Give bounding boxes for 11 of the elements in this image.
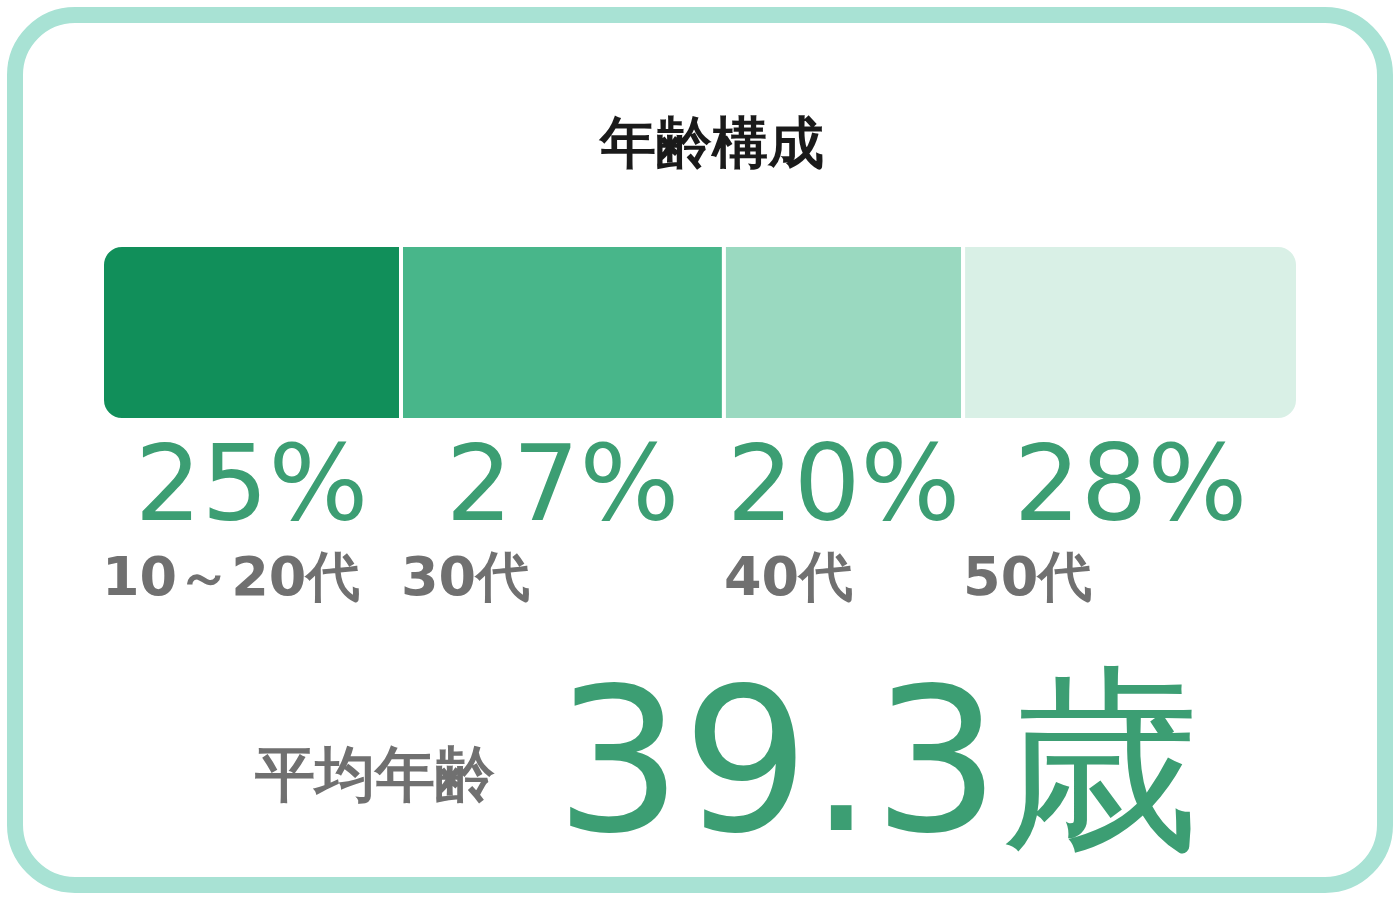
text: 30代 bbox=[401, 545, 531, 608]
data-label: 20% bbox=[726, 423, 961, 545]
text: 50代 bbox=[963, 545, 1093, 608]
text: 10～20代 bbox=[102, 545, 361, 608]
data-label: 28% bbox=[1013, 423, 1248, 545]
text: 39.3歳 bbox=[555, 644, 1201, 877]
data-label: 25% bbox=[134, 423, 369, 545]
chart-title: 年齢構成 bbox=[598, 110, 824, 175]
data-label: 27% bbox=[445, 423, 680, 545]
text: 平均年齢 bbox=[254, 739, 495, 809]
text: 40代 bbox=[723, 545, 854, 608]
